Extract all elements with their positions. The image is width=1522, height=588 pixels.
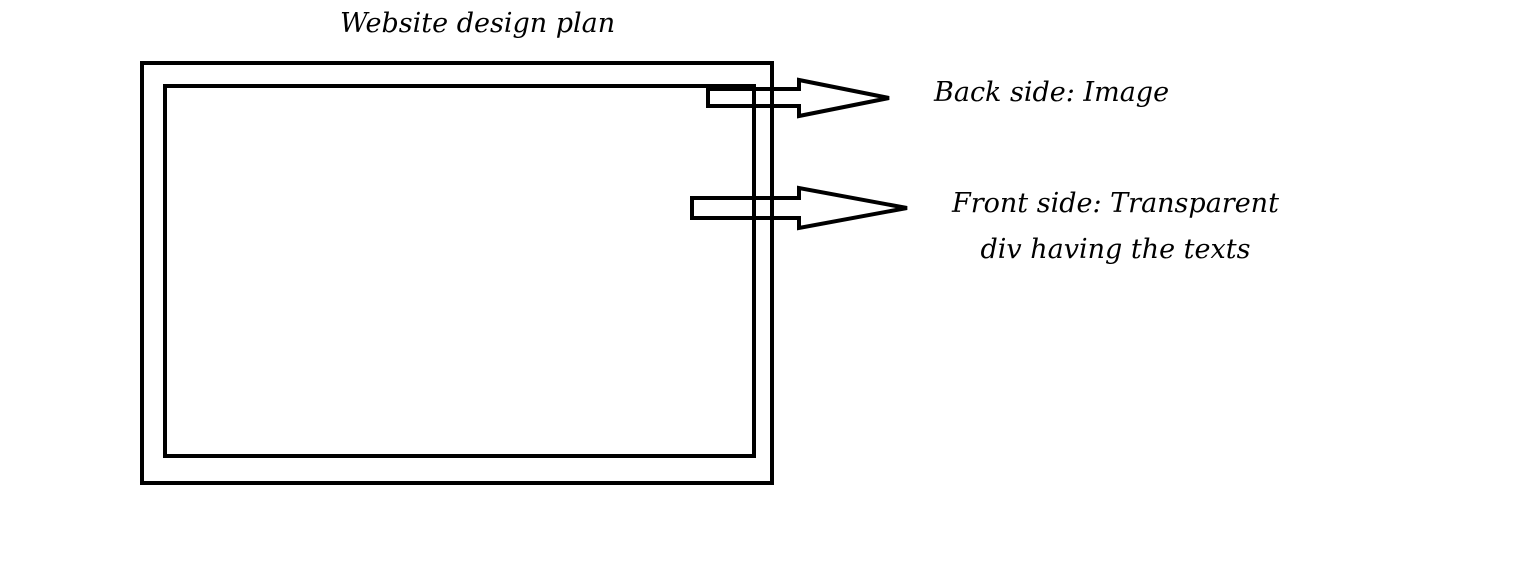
- outer-frame: [140, 61, 774, 485]
- front-side-label: Front side: Transparent div having the t…: [952, 181, 1279, 273]
- front-side-arrow: [690, 185, 908, 231]
- diagram-title: Website design plan: [340, 8, 616, 39]
- back-side-label: Back side: Image: [934, 77, 1170, 108]
- back-side-arrow: [706, 77, 890, 119]
- front-side-label-line-1: Front side: Transparent: [952, 188, 1279, 219]
- inner-frame: [163, 84, 756, 458]
- front-side-label-line-2: div having the texts: [980, 233, 1251, 265]
